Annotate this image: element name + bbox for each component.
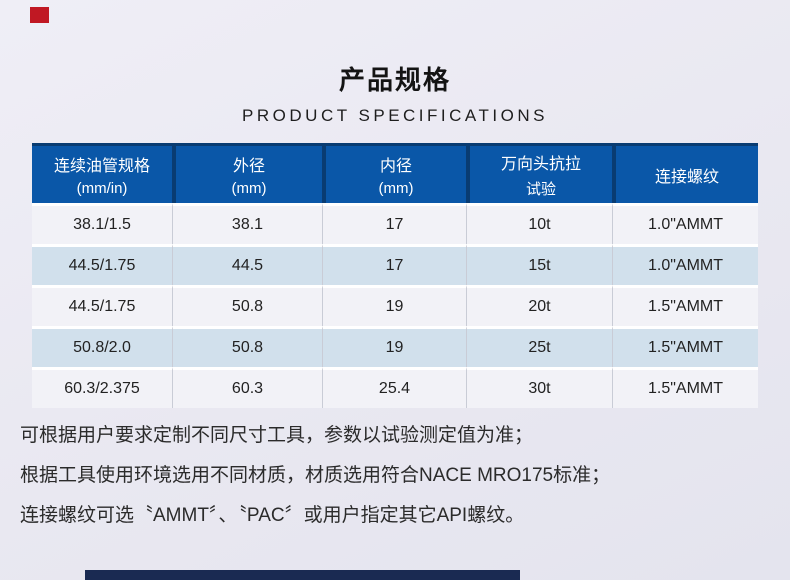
red-corner-mark — [30, 7, 49, 23]
column-header-label: 内径 — [379, 158, 412, 175]
column-header-tensile-test: 万向头抗拉 试验 — [466, 143, 612, 203]
cell-tubing-size: 38.1/1.5 — [32, 203, 172, 244]
column-header-unit: (mm) — [231, 180, 267, 197]
column-header-label: 连接螺纹 — [654, 168, 719, 186]
table-row: 44.5/1.75 50.8 19 20t 1.5"AMMT — [32, 285, 758, 326]
cell-outer-diameter: 60.3 — [172, 367, 322, 408]
cell-inner-diameter: 17 — [322, 244, 466, 285]
cell-connection-thread: 1.5"AMMT — [612, 285, 758, 326]
cell-tensile-test: 15t — [466, 244, 612, 285]
cell-outer-diameter: 50.8 — [172, 285, 322, 326]
cell-outer-diameter: 38.1 — [172, 203, 322, 244]
spec-table: 连续油管规格 (mm/in) 外径 (mm) 内径 (mm) 万向头抗拉 试验 … — [32, 143, 758, 408]
cell-tensile-test: 30t — [466, 367, 612, 408]
table-row: 38.1/1.5 38.1 17 10t 1.0"AMMT — [32, 203, 758, 244]
cell-tensile-test: 10t — [466, 203, 612, 244]
cell-tensile-test: 25t — [466, 326, 612, 367]
cell-tubing-size: 44.5/1.75 — [32, 285, 172, 326]
column-header-label-line2: 试验 — [525, 181, 556, 198]
cell-tubing-size: 44.5/1.75 — [32, 244, 172, 285]
spec-table-header: 连续油管规格 (mm/in) 外径 (mm) 内径 (mm) 万向头抗拉 试验 … — [32, 143, 758, 203]
column-header-label: 万向头抗拉 — [500, 156, 581, 173]
page-subtitle: PRODUCT SPECIFICATIONS — [242, 106, 548, 125]
column-header-unit: (mm/in) — [76, 180, 128, 197]
column-header-label: 外径 — [232, 158, 265, 175]
cell-inner-diameter: 19 — [322, 326, 466, 367]
footnote-thread-options: 连接螺纹可选〝AMMT〞、〝PAC〞或用户指定其它API螺纹。 — [20, 505, 525, 526]
cell-tubing-size: 60.3/2.375 — [32, 367, 172, 408]
cell-connection-thread: 1.0"AMMT — [612, 203, 758, 244]
table-row: 50.8/2.0 50.8 19 25t 1.5"AMMT — [32, 326, 758, 367]
cell-inner-diameter: 17 — [322, 203, 466, 244]
column-header-label: 连续油管规格 — [53, 158, 150, 175]
column-header-outer-diameter: 外径 (mm) — [172, 143, 322, 203]
footnote-material-standard: 根据工具使用环境选用不同材质，材质选用符合NACE MRO175标准； — [20, 465, 611, 486]
column-header-tubing-size: 连续油管规格 (mm/in) — [32, 143, 172, 203]
bottom-accent-bar — [85, 570, 520, 580]
cell-connection-thread: 1.5"AMMT — [612, 326, 758, 367]
column-header-unit: (mm) — [378, 180, 414, 197]
cell-tubing-size: 50.8/2.0 — [32, 326, 172, 367]
cell-outer-diameter: 50.8 — [172, 326, 322, 367]
footnote-custom-sizes: 可根据用户要求定制不同尺寸工具，参数以试验测定值为准； — [20, 425, 534, 446]
cell-connection-thread: 1.0"AMMT — [612, 244, 758, 285]
cell-inner-diameter: 19 — [322, 285, 466, 326]
cell-connection-thread: 1.5"AMMT — [612, 367, 758, 408]
column-header-connection-thread: 连接螺纹 — [612, 143, 758, 203]
cell-tensile-test: 20t — [466, 285, 612, 326]
table-row: 60.3/2.375 60.3 25.4 30t 1.5"AMMT — [32, 367, 758, 408]
cell-outer-diameter: 44.5 — [172, 244, 322, 285]
cell-inner-diameter: 25.4 — [322, 367, 466, 408]
footnotes: 可根据用户要求定制不同尺寸工具，参数以试验测定值为准； 根据工具使用环境选用不同… — [20, 416, 770, 536]
table-row: 44.5/1.75 44.5 17 15t 1.0"AMMT — [32, 244, 758, 285]
spec-table-body: 38.1/1.5 38.1 17 10t 1.0"AMMT 44.5/1.75 … — [32, 203, 758, 408]
column-header-inner-diameter: 内径 (mm) — [322, 143, 466, 203]
page-title: 产品规格 — [338, 65, 451, 95]
